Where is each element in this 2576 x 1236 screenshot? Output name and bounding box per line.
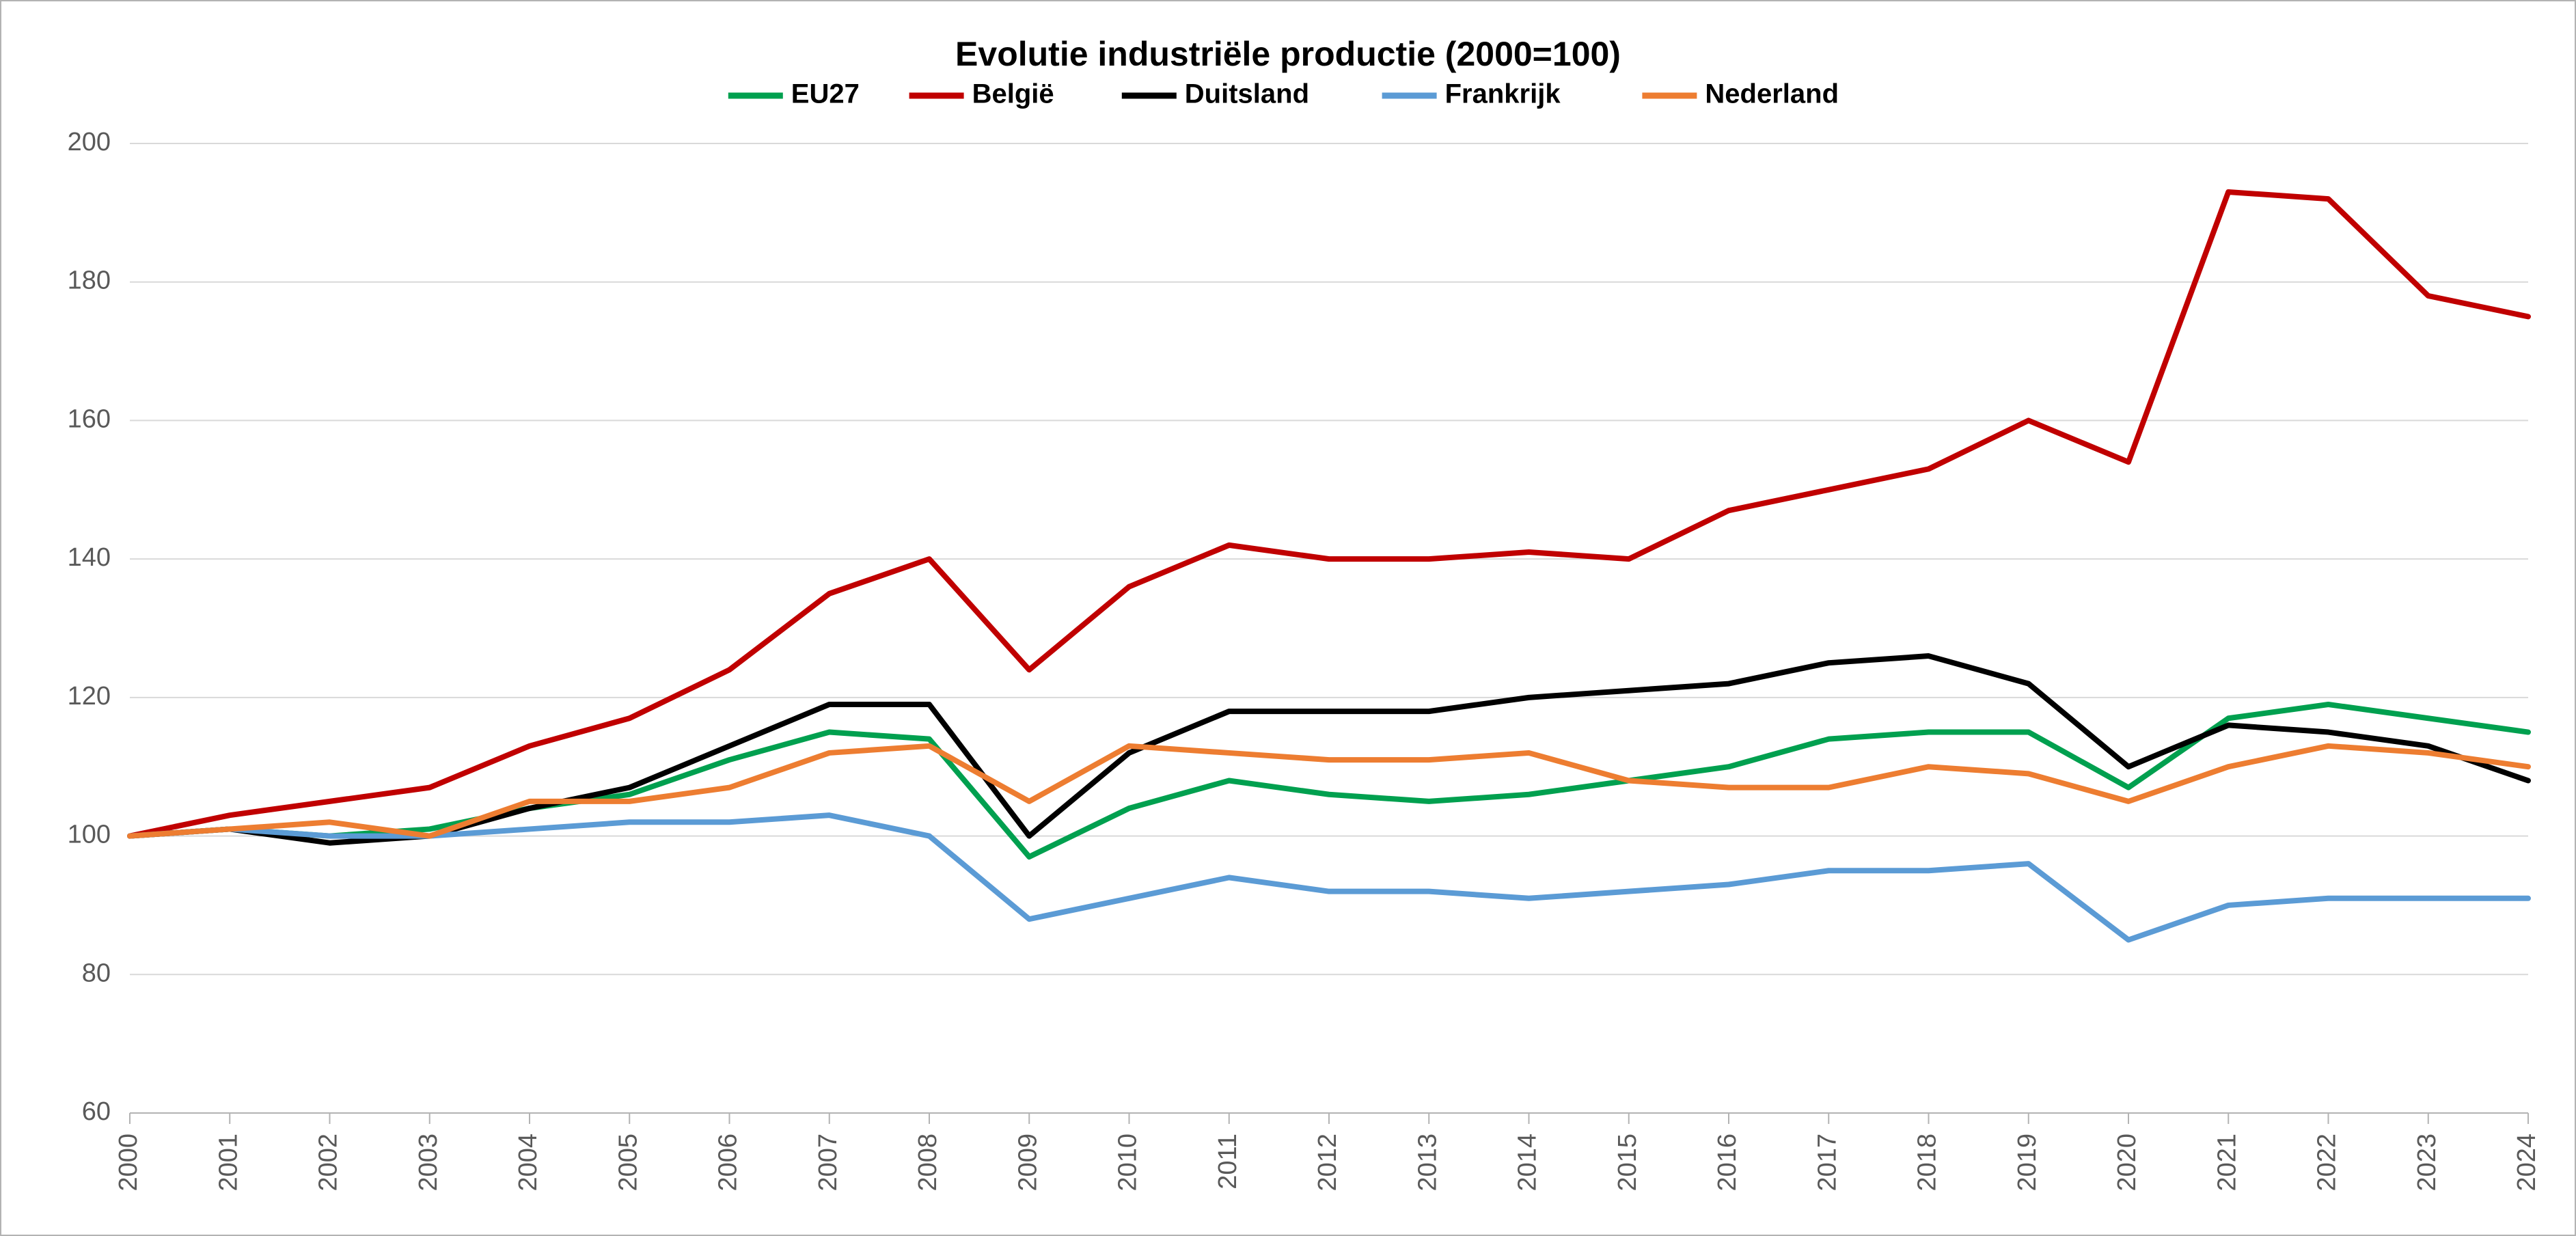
x-tick-label: 2008 xyxy=(914,1134,942,1192)
x-tick-label: 2016 xyxy=(1713,1134,1742,1192)
legend-label: Duitsland xyxy=(1185,79,1309,109)
x-tick-label: 2000 xyxy=(114,1134,143,1192)
x-tick-label: 2021 xyxy=(2212,1134,2241,1192)
x-tick-label: 2012 xyxy=(1313,1134,1342,1192)
legend-label: Frankrijk xyxy=(1445,79,1561,109)
chart-title: Evolutie industriële productie (2000=100… xyxy=(955,35,1621,73)
x-tick-label: 2013 xyxy=(1413,1134,1442,1192)
x-tick-label: 2003 xyxy=(414,1134,443,1192)
y-tick-label: 100 xyxy=(68,821,111,849)
x-tick-label: 2017 xyxy=(1813,1134,1841,1192)
y-tick-label: 80 xyxy=(82,959,111,987)
x-tick-label: 2009 xyxy=(1013,1134,1042,1192)
x-tick-label: 2002 xyxy=(314,1134,343,1192)
x-tick-label: 2007 xyxy=(814,1134,842,1192)
x-tick-label: 2001 xyxy=(214,1134,243,1192)
y-tick-label: 60 xyxy=(82,1097,111,1126)
x-tick-label: 2019 xyxy=(2013,1134,2042,1192)
y-tick-label: 160 xyxy=(68,404,111,433)
chart-container: 60 80 100 120 140 160 180 200 2000 2001 2002 2003 20… xyxy=(0,0,2576,1236)
y-tick-label: 140 xyxy=(68,543,111,572)
legend-label: België xyxy=(972,79,1054,109)
y-tick-label: 180 xyxy=(68,266,111,295)
x-tick-label: 2011 xyxy=(1214,1134,1242,1190)
x-tick-label: 2015 xyxy=(1613,1134,1642,1192)
legend-label: Nederland xyxy=(1705,79,1839,109)
x-tick-label: 2006 xyxy=(714,1134,743,1192)
x-tick-label: 2022 xyxy=(2313,1134,2342,1192)
x-tick-label: 2020 xyxy=(2113,1134,2141,1192)
x-tick-label: 2018 xyxy=(1913,1134,1942,1192)
x-tick-label: 2014 xyxy=(1513,1134,1542,1192)
x-tick-label: 2005 xyxy=(614,1134,642,1192)
x-tick-label: 2004 xyxy=(514,1134,543,1192)
x-tick-label: 2010 xyxy=(1114,1134,1142,1192)
x-tick-label: 2024 xyxy=(2512,1134,2541,1192)
line-chart: 60 80 100 120 140 160 180 200 2000 2001 2002 2003 20… xyxy=(0,0,2576,1236)
legend-label: EU27 xyxy=(791,79,860,109)
y-tick-label: 200 xyxy=(68,128,111,156)
x-tick-label: 2023 xyxy=(2413,1134,2441,1192)
y-tick-label: 120 xyxy=(68,682,111,711)
